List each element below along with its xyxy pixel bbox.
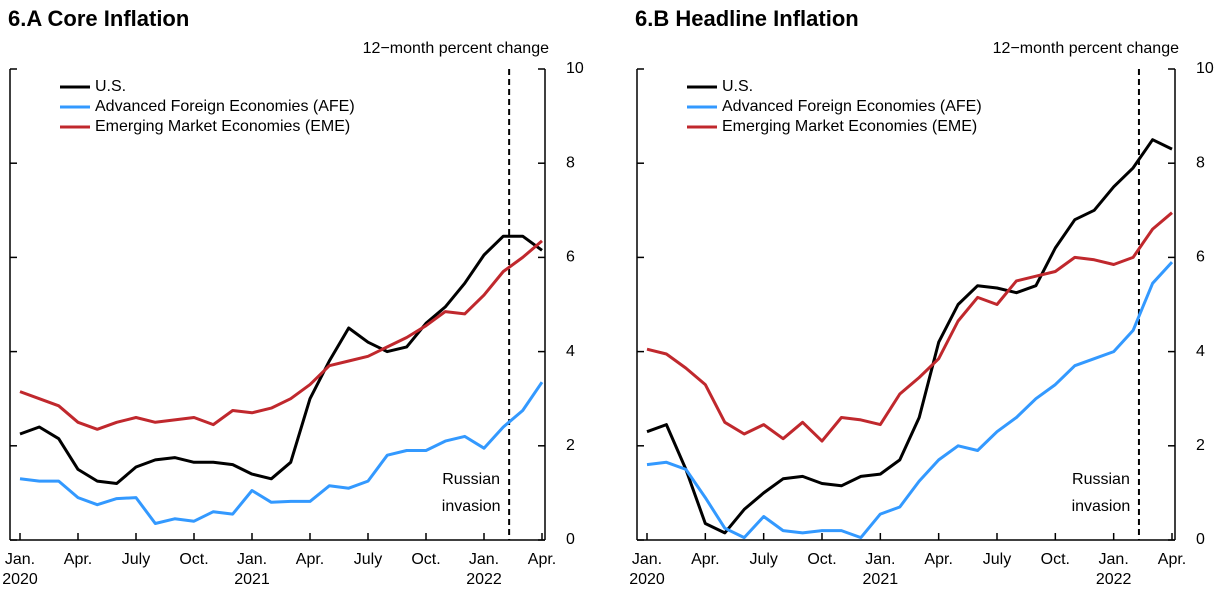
y-tick-label: 10 bbox=[1196, 60, 1214, 77]
y-tick-label: 0 bbox=[1196, 531, 1205, 548]
x-tick-label: Jan. bbox=[237, 551, 267, 568]
series-line bbox=[19, 234, 543, 485]
y-tick-label: 2 bbox=[1196, 437, 1205, 454]
chart-panel: 6.B Headline Inflation 12−month percent c… bbox=[629, 6, 1214, 588]
y-tick-label: 8 bbox=[566, 154, 575, 171]
annotation: invasion bbox=[442, 498, 501, 515]
legend-label: Emerging Market Economies (EME) bbox=[722, 118, 977, 135]
chart-title: 6.A Core Inflation bbox=[8, 6, 189, 31]
y-tick-label: 8 bbox=[1196, 154, 1205, 171]
x-tick-label: July bbox=[983, 551, 1011, 568]
annotation: invasion bbox=[1072, 498, 1131, 515]
x-tick-label: Oct. bbox=[411, 551, 440, 568]
x-tick-label: Oct. bbox=[807, 551, 836, 568]
x-tick-label: Oct. bbox=[179, 551, 208, 568]
x-tick-label: Oct. bbox=[1041, 551, 1070, 568]
x-tick-label: Apr. bbox=[296, 551, 324, 568]
x-tick-label: Jan. bbox=[865, 551, 895, 568]
x-year-label: 2021 bbox=[863, 571, 899, 588]
x-year-label: 2022 bbox=[466, 571, 502, 588]
x-tick-label: Apr. bbox=[1158, 551, 1186, 568]
chart-panel: 6.A Core Inflation 12−month percent chang… bbox=[2, 6, 584, 588]
x-tick-label: Jan. bbox=[469, 551, 499, 568]
y-tick-label: 6 bbox=[1196, 249, 1205, 266]
x-tick-label: Jan. bbox=[632, 551, 662, 568]
x-year-label: 2022 bbox=[1096, 571, 1132, 588]
x-tick-label: Jan. bbox=[5, 551, 35, 568]
series-line bbox=[646, 138, 1173, 535]
x-tick-label: Apr. bbox=[691, 551, 719, 568]
y-axis-label: 12−month percent change bbox=[993, 40, 1179, 57]
chart-title: 6.B Headline Inflation bbox=[635, 6, 859, 31]
legend-label: U.S. bbox=[95, 78, 126, 95]
series-line bbox=[646, 261, 1174, 540]
series-line bbox=[19, 381, 544, 525]
y-tick-label: 4 bbox=[1196, 343, 1205, 360]
annotation: Russian bbox=[442, 471, 500, 488]
x-tick-label: Apr. bbox=[528, 551, 556, 568]
y-tick-label: 10 bbox=[566, 60, 584, 77]
y-tick-label: 0 bbox=[566, 531, 575, 548]
x-year-label: 2020 bbox=[2, 571, 38, 588]
series-line bbox=[19, 239, 543, 431]
y-tick-label: 2 bbox=[566, 437, 575, 454]
x-tick-label: July bbox=[749, 551, 777, 568]
x-tick-label: July bbox=[122, 551, 150, 568]
x-tick-label: July bbox=[354, 551, 382, 568]
x-tick-label: Apr. bbox=[64, 551, 92, 568]
x-tick-label: Apr. bbox=[924, 551, 952, 568]
y-tick-label: 4 bbox=[566, 343, 575, 360]
y-axis-label: 12−month percent change bbox=[363, 40, 549, 57]
series-line bbox=[646, 211, 1173, 443]
annotation: Russian bbox=[1072, 471, 1130, 488]
legend-label: Advanced Foreign Economies (AFE) bbox=[95, 98, 355, 115]
legend-label: U.S. bbox=[722, 78, 753, 95]
x-tick-label: Jan. bbox=[1099, 551, 1129, 568]
legend-label: Emerging Market Economies (EME) bbox=[95, 118, 350, 135]
y-tick-label: 6 bbox=[566, 249, 575, 266]
legend-label: Advanced Foreign Economies (AFE) bbox=[722, 98, 982, 115]
x-year-label: 2020 bbox=[629, 571, 665, 588]
x-year-label: 2021 bbox=[234, 571, 270, 588]
